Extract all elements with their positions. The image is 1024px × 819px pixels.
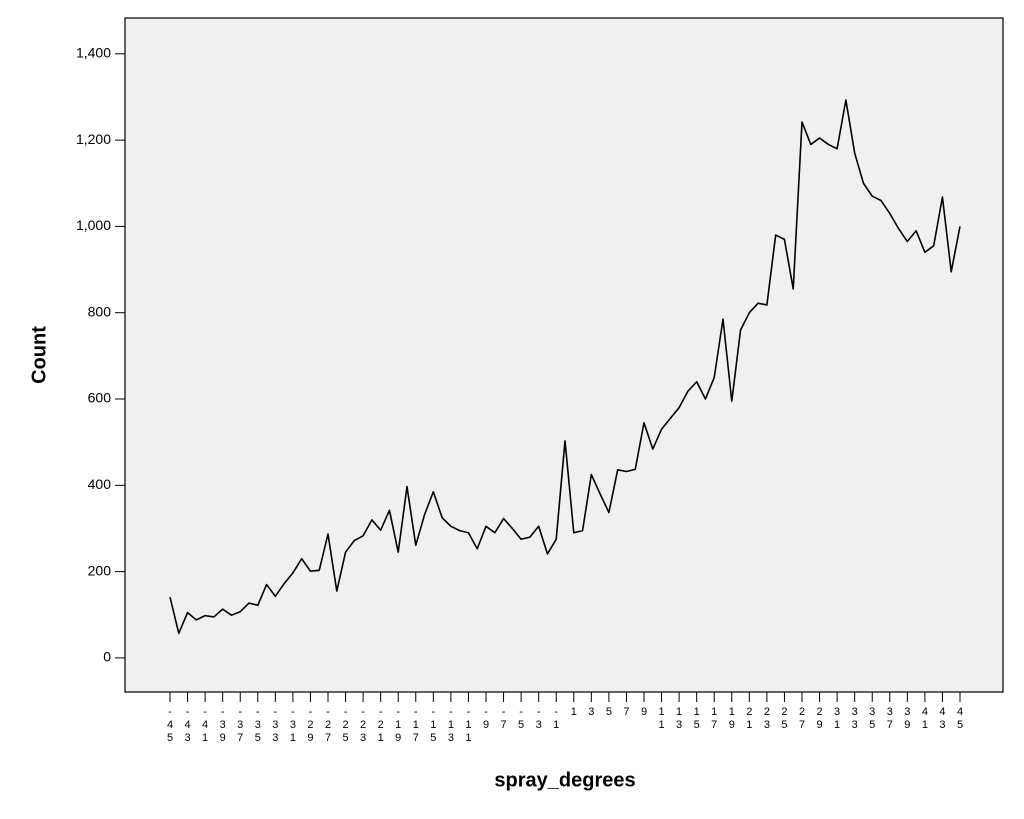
x-tick-label: -7 bbox=[498, 706, 510, 732]
x-tick-label: 33 bbox=[849, 706, 861, 732]
y-tick-label: 600 bbox=[88, 390, 112, 406]
x-tick-label: -37 bbox=[234, 706, 246, 745]
y-tick-label: 200 bbox=[88, 562, 112, 578]
x-tick-label: 35 bbox=[866, 706, 878, 732]
plot-area bbox=[124, 17, 1004, 693]
y-tick-label: 1,200 bbox=[76, 131, 111, 147]
x-tick-label: -31 bbox=[287, 706, 299, 745]
y-tick-label: 800 bbox=[88, 303, 112, 319]
y-tick-label: 400 bbox=[88, 476, 112, 492]
x-tick-label: -39 bbox=[217, 706, 229, 745]
x-tick-label: 45 bbox=[954, 706, 966, 732]
x-tick-label: 17 bbox=[708, 706, 720, 732]
x-tick-label: -19 bbox=[392, 706, 404, 745]
x-tick-label: 43 bbox=[936, 706, 948, 732]
x-tick-label: -25 bbox=[340, 706, 352, 745]
x-tick-label: -35 bbox=[252, 706, 264, 745]
x-tick-label: -9 bbox=[480, 706, 492, 732]
x-tick-label: -21 bbox=[375, 706, 387, 745]
x-tick-label: -27 bbox=[322, 706, 334, 745]
x-tick-label: 11 bbox=[656, 706, 668, 732]
x-tick-label: 29 bbox=[814, 706, 826, 732]
y-tick-label: 1,400 bbox=[76, 45, 111, 61]
x-tick-label: 9 bbox=[638, 706, 650, 719]
y-tick-label: 0 bbox=[103, 649, 111, 665]
x-axis-title: spray_degrees bbox=[494, 769, 635, 791]
x-tick-label: 21 bbox=[743, 706, 755, 732]
x-tick-label: 41 bbox=[919, 706, 931, 732]
x-tick-label: 7 bbox=[620, 706, 632, 719]
x-tick-label: -15 bbox=[427, 706, 439, 745]
y-axis-title: Count bbox=[28, 326, 50, 384]
x-tick-label: 25 bbox=[778, 706, 790, 732]
x-tick-label: 13 bbox=[673, 706, 685, 732]
x-tick-label: -43 bbox=[182, 706, 194, 745]
x-tick-label: 3 bbox=[585, 706, 597, 719]
x-tick-label: -13 bbox=[445, 706, 457, 745]
x-tick-label: -45 bbox=[164, 706, 176, 745]
x-tick-label: -23 bbox=[357, 706, 369, 745]
x-tick-label: -5 bbox=[515, 706, 527, 732]
x-tick-label: 31 bbox=[831, 706, 843, 732]
x-tick-label: 39 bbox=[901, 706, 913, 732]
x-tick-label: 19 bbox=[726, 706, 738, 732]
x-tick-label: 1 bbox=[568, 706, 580, 719]
x-tick-label: -17 bbox=[410, 706, 422, 745]
x-tick-label: -1 bbox=[550, 706, 562, 732]
x-tick-label: -29 bbox=[304, 706, 316, 745]
x-tick-label: -3 bbox=[533, 706, 545, 732]
data-line bbox=[169, 99, 961, 635]
x-tick-label: -41 bbox=[199, 706, 211, 745]
x-tick-label: -33 bbox=[269, 706, 281, 745]
x-tick-label: 23 bbox=[761, 706, 773, 732]
y-tick-label: 1,000 bbox=[76, 217, 111, 233]
x-tick-label: 5 bbox=[603, 706, 615, 719]
x-tick-label: 15 bbox=[691, 706, 703, 732]
x-tick-label: -11 bbox=[462, 706, 474, 745]
x-tick-label: 37 bbox=[884, 706, 896, 732]
x-tick-label: 27 bbox=[796, 706, 808, 732]
